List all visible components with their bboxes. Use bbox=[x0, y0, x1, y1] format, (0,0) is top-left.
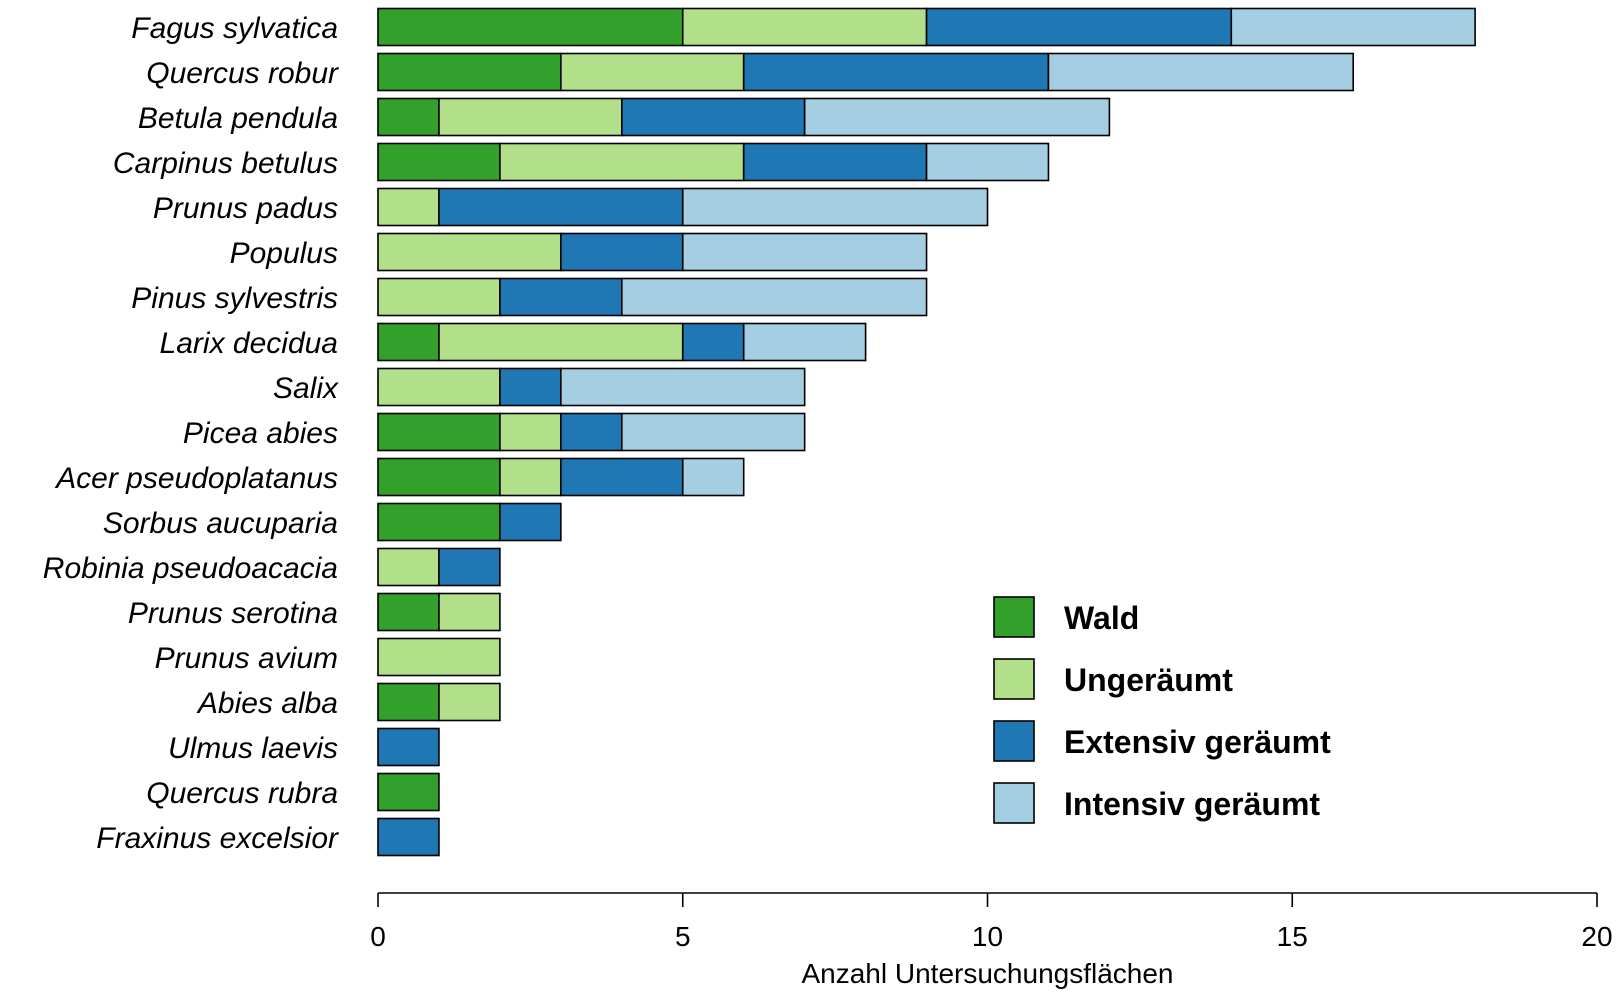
bar-segment-2-2 bbox=[560, 52, 745, 92]
category-label: Prunus serotina bbox=[128, 597, 338, 630]
category-label: Sorbus aucuparia bbox=[103, 507, 338, 540]
bar-segment-4-4 bbox=[925, 142, 1050, 182]
bar-segment-11-3 bbox=[560, 457, 684, 497]
bar-segment-19-3 bbox=[377, 817, 440, 857]
bar-segment-5-3 bbox=[438, 187, 684, 227]
legend-label: Extensiv geräumt bbox=[1064, 724, 1331, 760]
bar-segment-4-1 bbox=[377, 142, 501, 182]
bar-segment-9-4 bbox=[560, 367, 806, 407]
category-label: Salix bbox=[273, 372, 339, 405]
bar-segment-1-2 bbox=[681, 7, 928, 47]
legend-label: Ungeräumt bbox=[1064, 662, 1233, 698]
x-tick-label: 20 bbox=[1581, 921, 1612, 952]
category-labels: Fagus sylvatica Quercus robur Betula pendu… bbox=[43, 12, 339, 855]
bar-segment-2-3 bbox=[742, 52, 1050, 92]
bar-segment-1-1 bbox=[377, 7, 684, 47]
bar-segment-4-2 bbox=[499, 142, 745, 182]
bar-segment-4-3 bbox=[742, 142, 928, 182]
legend-swatch bbox=[993, 782, 1035, 824]
bar-segment-13-2 bbox=[377, 547, 440, 587]
category-label: Betula pendula bbox=[138, 102, 338, 135]
x-axis: 0 5 10 15 20 bbox=[370, 892, 1613, 952]
bar-segment-11-1 bbox=[377, 457, 501, 497]
category-label: Ulmus laevis bbox=[168, 732, 338, 765]
bar-segment-5-2 bbox=[377, 187, 440, 227]
bar-segment-3-1 bbox=[377, 97, 440, 137]
legend-label: Intensiv geräumt bbox=[1064, 786, 1320, 822]
category-label: Fraxinus excelsior bbox=[96, 822, 339, 855]
category-label: Larix decidua bbox=[160, 327, 338, 360]
bar-segment-7-3 bbox=[499, 277, 623, 317]
bar-segment-3-2 bbox=[438, 97, 623, 137]
bar-segment-10-4 bbox=[620, 412, 806, 452]
bar-segment-16-1 bbox=[377, 682, 440, 722]
category-label: Quercus rubra bbox=[146, 777, 338, 810]
category-label: Picea abies bbox=[183, 417, 338, 450]
bar-segment-6-3 bbox=[560, 232, 684, 272]
bar-segment-17-3 bbox=[377, 727, 440, 767]
bar-segment-14-1 bbox=[377, 592, 440, 632]
bar-segment-12-1 bbox=[377, 502, 501, 542]
legend-swatch bbox=[993, 720, 1035, 762]
x-tick-label: 5 bbox=[675, 921, 691, 952]
bar-segment-8-4 bbox=[742, 322, 867, 362]
category-label: Prunus padus bbox=[153, 192, 338, 225]
category-label: Robinia pseudoacacia bbox=[43, 552, 338, 585]
bar-segment-7-4 bbox=[620, 277, 928, 317]
category-label: Abies alba bbox=[196, 687, 338, 720]
bar-segment-1-4 bbox=[1230, 7, 1476, 47]
category-label: Carpinus betulus bbox=[113, 147, 338, 180]
category-label: Populus bbox=[230, 237, 338, 270]
x-tick-label: 10 bbox=[972, 921, 1003, 952]
legend-swatch bbox=[993, 658, 1035, 700]
bar-segment-13-3 bbox=[438, 547, 501, 587]
category-label: Fagus sylvatica bbox=[131, 12, 338, 45]
bar-segment-10-2 bbox=[499, 412, 562, 452]
bars-group bbox=[377, 7, 1476, 857]
bar-segment-2-1 bbox=[377, 52, 562, 92]
bar-segment-11-4 bbox=[681, 457, 745, 497]
bar-segment-8-2 bbox=[438, 322, 684, 362]
x-tick-label: 15 bbox=[1277, 921, 1308, 952]
category-label: Quercus robur bbox=[146, 57, 339, 90]
bar-segment-8-3 bbox=[681, 322, 745, 362]
bar-segment-8-1 bbox=[377, 322, 440, 362]
legend-swatch bbox=[993, 596, 1035, 638]
bar-segment-16-2 bbox=[438, 682, 501, 722]
legend: Wald Ungeräumt Extensiv geräumt Intensiv ge… bbox=[993, 596, 1331, 824]
category-label: Pinus sylvestris bbox=[131, 282, 338, 315]
bar-segment-9-3 bbox=[499, 367, 562, 407]
bar-segment-6-4 bbox=[681, 232, 928, 272]
bar-segment-10-3 bbox=[560, 412, 623, 452]
bar-segment-1-3 bbox=[925, 7, 1233, 47]
bar-segment-2-4 bbox=[1047, 52, 1354, 92]
x-axis-title: Anzahl Untersuchungsflächen bbox=[801, 958, 1173, 989]
category-label: Prunus avium bbox=[155, 642, 338, 675]
legend-label: Wald bbox=[1064, 600, 1139, 636]
bar-segment-14-2 bbox=[438, 592, 501, 632]
category-label: Acer pseudoplatanus bbox=[54, 462, 338, 495]
x-tick-label: 0 bbox=[370, 921, 386, 952]
bar-segment-18-1 bbox=[377, 772, 440, 812]
bar-segment-3-4 bbox=[803, 97, 1111, 137]
bar-segment-10-1 bbox=[377, 412, 501, 452]
bar-segment-15-2 bbox=[377, 637, 501, 677]
bar-segment-5-4 bbox=[681, 187, 989, 227]
bar-segment-9-2 bbox=[377, 367, 501, 407]
bar-segment-3-3 bbox=[620, 97, 806, 137]
bar-segment-7-2 bbox=[377, 277, 501, 317]
bar-segment-12-3 bbox=[499, 502, 562, 542]
bar-segment-11-2 bbox=[499, 457, 562, 497]
bar-segment-6-2 bbox=[377, 232, 562, 272]
